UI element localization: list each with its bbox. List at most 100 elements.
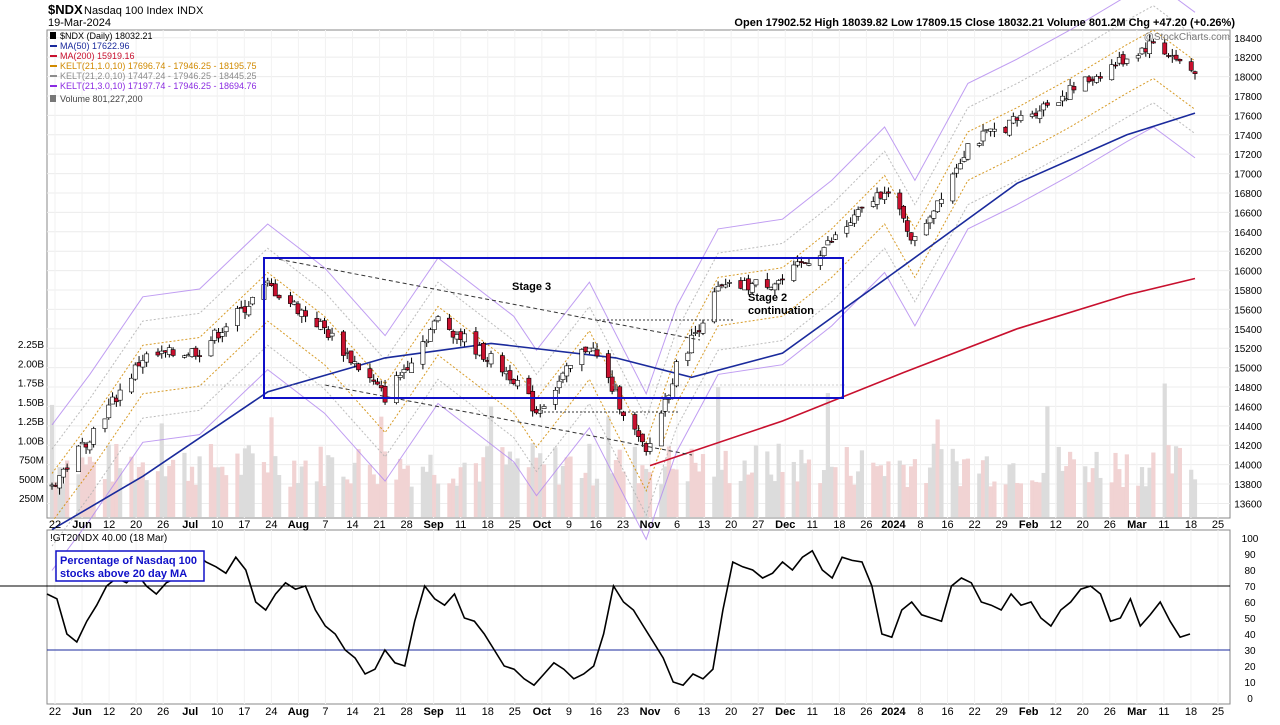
volume-bar — [345, 479, 350, 517]
ma50-line — [51, 112, 1196, 531]
volume-bar — [1003, 484, 1008, 517]
x-tick-label: Jul — [182, 519, 198, 531]
breadth-panel-title: !GT20NDX 40.00 (18 Mar) — [50, 533, 167, 544]
candle-body — [208, 340, 214, 357]
candle-body — [923, 223, 929, 236]
source-credit: @StockCharts.com — [1144, 32, 1230, 43]
volume-bar — [852, 484, 857, 517]
x-tick-label: 22 — [968, 519, 980, 531]
legend-kelt3: KELT(21,3.0,10) 17197.74 - 17946.25 - 18… — [60, 81, 256, 91]
x-tick-label: 14 — [346, 519, 358, 531]
volume-bar — [371, 474, 376, 517]
x-tick-label-lower: 10 — [211, 706, 223, 718]
x-tick-label: Aug — [288, 519, 309, 531]
x-tick-label: 26 — [1104, 519, 1116, 531]
volume-bar — [80, 457, 85, 517]
volume-bar — [322, 485, 327, 517]
volume-bar — [235, 453, 240, 517]
volume-bar — [1192, 479, 1198, 517]
candle-body — [749, 283, 755, 293]
volume-bar — [318, 446, 323, 517]
downtrend-line-upper — [271, 257, 701, 341]
breadth-line-layer — [0, 549, 1230, 687]
candle-body — [1177, 59, 1183, 62]
volume-bar — [882, 476, 887, 517]
candle-body — [882, 193, 888, 200]
breadth-series-line — [46, 549, 1191, 687]
candle-body — [295, 303, 301, 314]
candle-body — [462, 333, 467, 343]
x-tick-label: Mar — [1127, 519, 1147, 531]
volume-tick-label: 1.75B — [18, 379, 44, 390]
volume-bar — [859, 450, 865, 517]
volume-bar — [1060, 470, 1065, 517]
volume-bar — [458, 467, 463, 517]
candle-body — [1056, 102, 1062, 106]
volume-bar — [212, 467, 217, 517]
candle-body — [265, 280, 271, 284]
candle-body — [424, 340, 430, 344]
candle-body — [897, 192, 903, 210]
candle-body — [621, 411, 626, 416]
breadth-callout-line2: stocks above 20 day MA — [60, 568, 187, 580]
x-tick-label: 9 — [566, 519, 572, 531]
volume-bar — [424, 471, 429, 517]
volume-bar — [765, 451, 770, 517]
candle-body — [79, 441, 85, 445]
x-tick-label-lower: 16 — [590, 706, 602, 718]
moving-averages — [51, 112, 1196, 531]
candle-body — [420, 341, 426, 365]
x-tick-label: Sep — [424, 519, 444, 531]
x-tick-label-lower: 23 — [617, 706, 629, 718]
volume-tick-label: 1.50B — [18, 398, 44, 409]
candle-body — [60, 468, 66, 478]
candle-body — [356, 363, 361, 371]
volume-bar — [541, 464, 547, 517]
candle-body — [795, 261, 801, 266]
volume-bar — [76, 474, 81, 517]
candle-body — [904, 220, 910, 232]
candle-body — [723, 284, 729, 288]
x-tick-label: 10 — [211, 519, 223, 531]
x-tick-label: 23 — [617, 519, 629, 531]
volume-bar — [379, 416, 384, 517]
x-tick-label: Feb — [1019, 519, 1039, 531]
x-tick-label-lower: 6 — [674, 706, 680, 718]
x-tick-label: 18 — [1185, 519, 1197, 531]
volume-bar — [564, 457, 569, 517]
volume-bar — [965, 458, 971, 517]
x-tick-label-lower: 25 — [509, 706, 521, 718]
volume-bar — [583, 472, 588, 517]
candle-body — [609, 376, 615, 392]
x-tick-label-lower: 12 — [103, 706, 115, 718]
x-tick-label: 20 — [725, 519, 737, 531]
candle-body — [250, 297, 255, 305]
volume-bar — [988, 486, 993, 517]
price-tick-label: 18000 — [1234, 73, 1262, 84]
x-tick-label-lower: 20 — [130, 706, 142, 718]
index-name: Nasdaq 100 Index — [84, 5, 174, 17]
volume-bar — [924, 483, 929, 517]
x-tick-label: 12 — [1050, 519, 1062, 531]
volume-bar — [197, 456, 202, 517]
volume-bar — [326, 455, 331, 517]
volume-bar — [912, 459, 918, 517]
price-tick-label: 16200 — [1234, 247, 1262, 258]
volume-bar — [791, 461, 796, 517]
x-tick-label: 8 — [917, 519, 923, 531]
volume-bar — [962, 459, 967, 517]
volume-bar — [375, 484, 380, 517]
volume-bar — [799, 449, 804, 517]
volume-bar — [1136, 485, 1141, 517]
volume-bar — [1018, 483, 1024, 517]
candle-body — [1192, 71, 1198, 74]
candle-body — [950, 173, 956, 202]
price-tick-label: 15200 — [1234, 344, 1262, 355]
candle-body — [715, 285, 721, 292]
volume-bar — [553, 447, 558, 517]
volume-bar — [723, 450, 728, 517]
volume-bar — [488, 406, 494, 517]
candle-body — [541, 406, 547, 409]
volume-bar — [140, 462, 145, 517]
